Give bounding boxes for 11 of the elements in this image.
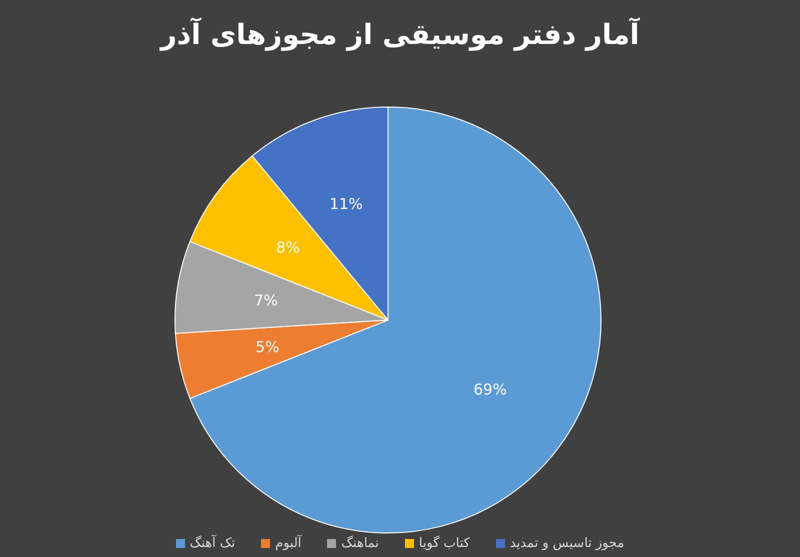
legend-label: مجوز تاسیس و تمدید xyxy=(510,536,624,551)
data-label: 69% xyxy=(474,380,507,398)
data-label: 11% xyxy=(329,194,363,213)
data-label: 7% xyxy=(254,292,278,310)
chart-title: آمار دفتر موسیقی از مجوزهای آذر xyxy=(158,18,641,51)
legend-label: کتاب گویا xyxy=(418,536,470,551)
data-label: 5% xyxy=(256,338,280,356)
data-label: 8% xyxy=(276,238,300,256)
legend-label: آلبوم xyxy=(275,536,302,551)
legend-label: تک آهنگ xyxy=(190,536,236,551)
legend-label: نماهنگ xyxy=(341,536,379,551)
